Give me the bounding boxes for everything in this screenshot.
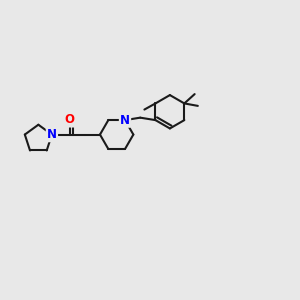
Text: N: N [120, 114, 130, 127]
Text: N: N [47, 128, 57, 141]
Text: O: O [64, 113, 75, 126]
